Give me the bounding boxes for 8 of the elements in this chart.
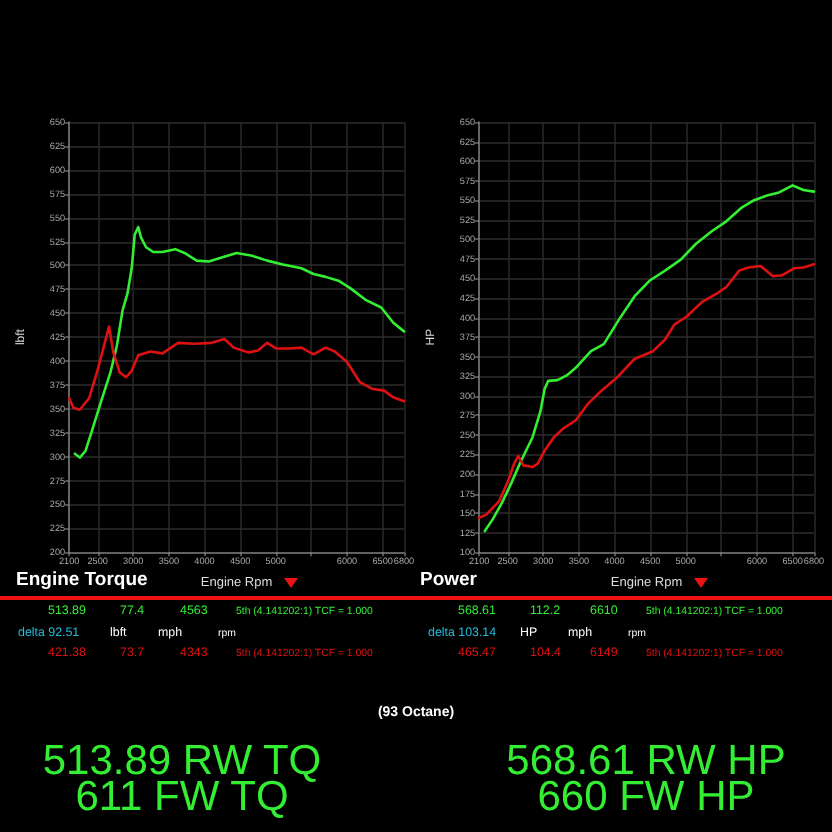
line-series (483, 184, 816, 533)
line-series (477, 263, 816, 520)
text: 660 FW HP (537, 774, 755, 820)
line-series (67, 325, 406, 412)
text: Power (420, 569, 478, 591)
text: Engine Torque (16, 569, 148, 591)
line-series (73, 225, 406, 459)
text: 611 FW TQ (75, 774, 289, 820)
